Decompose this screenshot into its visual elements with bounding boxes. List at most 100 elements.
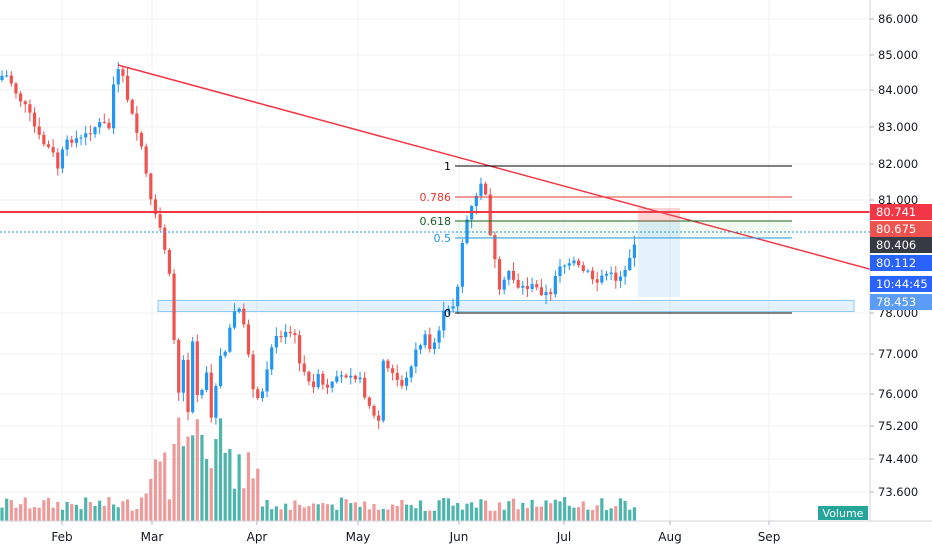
y-tick-label-2: 84.000 (878, 83, 918, 97)
volume-bar-128 (595, 505, 599, 521)
candle-body-20 (93, 127, 97, 135)
price-axis[interactable]: 86.00085.00084.00083.00082.00081.00078.0… (818, 0, 932, 550)
candle-body-2 (9, 75, 13, 84)
candle-body-1 (5, 75, 9, 77)
candle-body-135 (628, 257, 632, 271)
price-axis-bg (870, 0, 932, 550)
volume-bar-26 (121, 501, 125, 521)
price-label-3: 80.112 (876, 256, 916, 270)
price-label-bg-4 (870, 276, 932, 292)
volume-bar-38 (177, 417, 181, 521)
price-label-bg-0 (870, 204, 932, 220)
volume-bar-12 (56, 501, 60, 521)
candle-body-30 (139, 132, 144, 147)
candle-body-132 (614, 272, 618, 281)
candle-body-126 (586, 270, 590, 272)
candle-body-40 (186, 359, 190, 413)
candle-body-65 (302, 363, 306, 372)
price-label-1: 80.675 (876, 222, 916, 236)
volume-bar-88 (409, 505, 413, 521)
candle-body-107 (497, 259, 502, 290)
candle-body-122 (567, 263, 571, 266)
volume-bar-68 (316, 504, 320, 521)
candle-body-112 (521, 285, 525, 288)
candle-body-91 (423, 334, 427, 346)
volume-bar-67 (311, 503, 316, 521)
volume-bar-71 (330, 504, 334, 521)
volume-bar-39 (181, 446, 185, 521)
volume-bar-117 (544, 500, 548, 521)
candle-body-89 (414, 349, 418, 367)
candle-body-73 (339, 375, 344, 377)
candle-body-3 (14, 83, 18, 94)
candle-body-0 (0, 75, 4, 80)
volume-bar-105 (488, 510, 492, 521)
volume-bar-121 (563, 497, 567, 521)
candle-body-7 (32, 112, 37, 127)
volume-bar-94 (437, 500, 441, 521)
candle-body-127 (590, 270, 595, 280)
candle-body-104 (484, 183, 488, 195)
candle-body-114 (530, 284, 534, 289)
volume-bar-69 (321, 503, 325, 521)
candle-body-97 (451, 306, 455, 309)
candle-body-62 (288, 331, 292, 334)
candle-body-43 (200, 389, 204, 396)
volume-bar-85 (395, 505, 399, 521)
candle-body-136 (632, 244, 636, 258)
volume-bar-115 (535, 506, 539, 521)
candle-body-98 (456, 286, 460, 307)
volume-bar-19 (88, 502, 92, 521)
volume-bar-100 (465, 503, 469, 521)
drawing-tools[interactable]: 1 0.786 0.618 0.5 0 (0, 64, 932, 320)
candle-body-22 (102, 122, 106, 124)
volume-bar-66 (307, 506, 311, 521)
volume-bar-1 (5, 498, 9, 521)
candle-body-82 (381, 360, 385, 421)
volume-bar-2 (9, 500, 13, 521)
y-tick-label-11: 73.600 (878, 485, 918, 499)
x-tick-label-6: Aug (658, 530, 681, 544)
volume-bar-49 (228, 449, 232, 521)
volume-bar-10 (46, 498, 51, 521)
candle-body-68 (316, 373, 320, 388)
candle-body-27 (125, 75, 130, 100)
time-axis[interactable]: Feb Mar Apr May Jun Jul Aug Sep (0, 520, 932, 550)
volume-bar-4 (19, 504, 23, 521)
candle-body-78 (363, 377, 367, 398)
fib-label-1: 0.786 (420, 191, 452, 204)
volume-bar-84 (391, 504, 395, 521)
fib-band (455, 221, 792, 238)
volume-bar-41 (191, 435, 195, 521)
volume-bar-116 (539, 506, 543, 521)
volume-bar-34 (158, 461, 162, 521)
volume-bar-51 (237, 454, 241, 521)
candle-body-63 (293, 333, 297, 336)
candle-body-86 (400, 380, 404, 386)
volume-bar-32 (149, 478, 153, 521)
candle-body-4 (19, 93, 23, 102)
volume-bar-27 (125, 499, 130, 521)
volume-bars (0, 417, 636, 521)
volume-bar-87 (404, 504, 409, 521)
candle-body-131 (609, 272, 613, 274)
volume-bar-8 (37, 507, 41, 521)
candle-body-44 (205, 372, 209, 390)
candle-body-96 (446, 308, 450, 311)
candle-body-10 (46, 144, 51, 148)
volume-bar-5 (23, 497, 27, 521)
candle-body-37 (172, 273, 176, 341)
candle-body-52 (242, 308, 246, 325)
time-axis-bg (0, 521, 932, 550)
candle-body-120 (558, 266, 562, 277)
volume-bar-6 (28, 508, 32, 521)
volume-bar-86 (400, 500, 404, 521)
volume-bar-75 (349, 503, 353, 521)
volume-bar-70 (325, 504, 330, 521)
volume-bar-36 (167, 499, 171, 521)
candle-body-103 (479, 183, 483, 196)
volume-bar-119 (553, 499, 557, 521)
volume-bar-127 (590, 509, 595, 521)
volume-bar-83 (386, 509, 390, 521)
